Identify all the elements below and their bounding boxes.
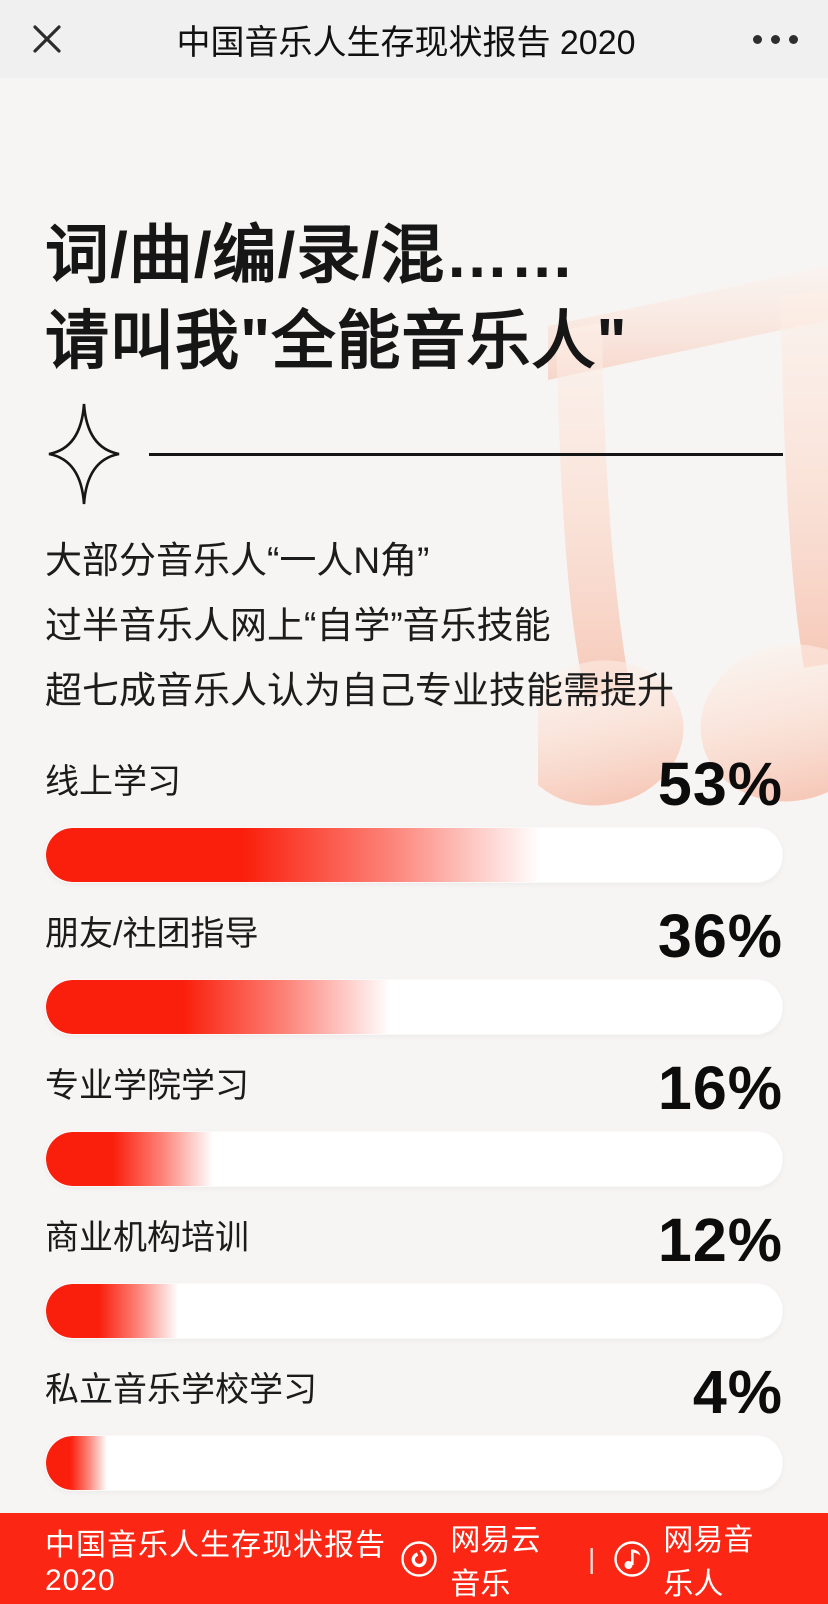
bar-track: [45, 827, 783, 883]
bar-category-label: 私立音乐学校学习: [45, 1371, 317, 1409]
brand-left-label: 网易云音乐: [450, 1523, 541, 1601]
bar-value-label: 53%: [657, 750, 783, 818]
chart-row: 私立音乐学校学习 4%: [45, 1361, 783, 1491]
intro-line3: 超七成音乐人认为自己专业技能需提升: [45, 670, 674, 711]
bar-value-label: 16%: [657, 1054, 783, 1122]
close-icon: [33, 25, 61, 53]
netease-musician-icon: [613, 1540, 651, 1578]
more-button[interactable]: [718, 34, 798, 44]
more-dots-icon: [753, 34, 762, 44]
bar-fill: [46, 1132, 214, 1186]
footer-report-label: 中国音乐人生存现状报告2020: [45, 1528, 386, 1597]
intro-text: 大部分音乐人“一人N角” 过半音乐人网上“自学”音乐技能 超七成音乐人认为自己专…: [45, 528, 783, 723]
bar-track: [45, 1283, 783, 1339]
divider-line: [149, 452, 783, 456]
brand-separator: |: [588, 1542, 596, 1574]
bar-category-label: 商业机构培训: [45, 1219, 249, 1257]
appbar-title: 中国音乐人生存现状报告 2020: [176, 23, 636, 62]
bar-value-label: 36%: [657, 902, 783, 970]
bar-category-label: 专业学院学习: [45, 1067, 249, 1105]
chart-row: 专业学院学习 16%: [45, 1057, 783, 1187]
close-button[interactable]: [30, 22, 94, 56]
chart-row: 线上学习 53%: [45, 753, 783, 883]
bar-fill: [46, 828, 540, 882]
footer: 中国音乐人生存现状报告2020 网易云音乐 | 网易音乐人: [0, 1513, 828, 1604]
bar-fill: [46, 980, 390, 1034]
headline: 词/曲/编/录/混…… 请叫我"全能音乐人": [45, 212, 783, 384]
infographic-content: 词/曲/编/录/混…… 请叫我"全能音乐人" 大部分音乐人“一人N角” 过半音乐…: [0, 78, 828, 1513]
bar-value-label: 4%: [692, 1358, 783, 1426]
bar-fill: [46, 1284, 178, 1338]
bar-track: [45, 1131, 783, 1187]
chart-row: 商业机构培训 12%: [45, 1209, 783, 1339]
section-divider: [45, 398, 783, 510]
bar-category-label: 朋友/社团指导: [45, 915, 259, 953]
intro-line1: 大部分音乐人“一人N角”: [45, 540, 430, 581]
brand-right-label: 网易音乐人: [663, 1523, 754, 1601]
appbar: 中国音乐人生存现状报告 2020: [0, 0, 828, 78]
bar-chart: 线上学习 53% 朋友/社团指导 36% 专业学院学习: [45, 753, 783, 1491]
bar-track: [45, 979, 783, 1035]
sparkle-icon: [48, 403, 120, 505]
intro-line2: 过半音乐人网上“自学”音乐技能: [45, 605, 551, 646]
bar-value-label: 12%: [657, 1206, 783, 1274]
headline-line1: 词/曲/编/录/混……: [45, 219, 576, 291]
bar-fill: [46, 1436, 108, 1490]
bar-category-label: 线上学习: [45, 763, 181, 801]
footer-brands: 网易云音乐 | 网易音乐人: [400, 1515, 783, 1603]
headline-line2: 请叫我"全能音乐人": [45, 305, 628, 377]
bar-track: [45, 1435, 783, 1491]
netease-cloud-music-icon: [400, 1540, 438, 1578]
chart-row: 朋友/社团指导 36%: [45, 905, 783, 1035]
